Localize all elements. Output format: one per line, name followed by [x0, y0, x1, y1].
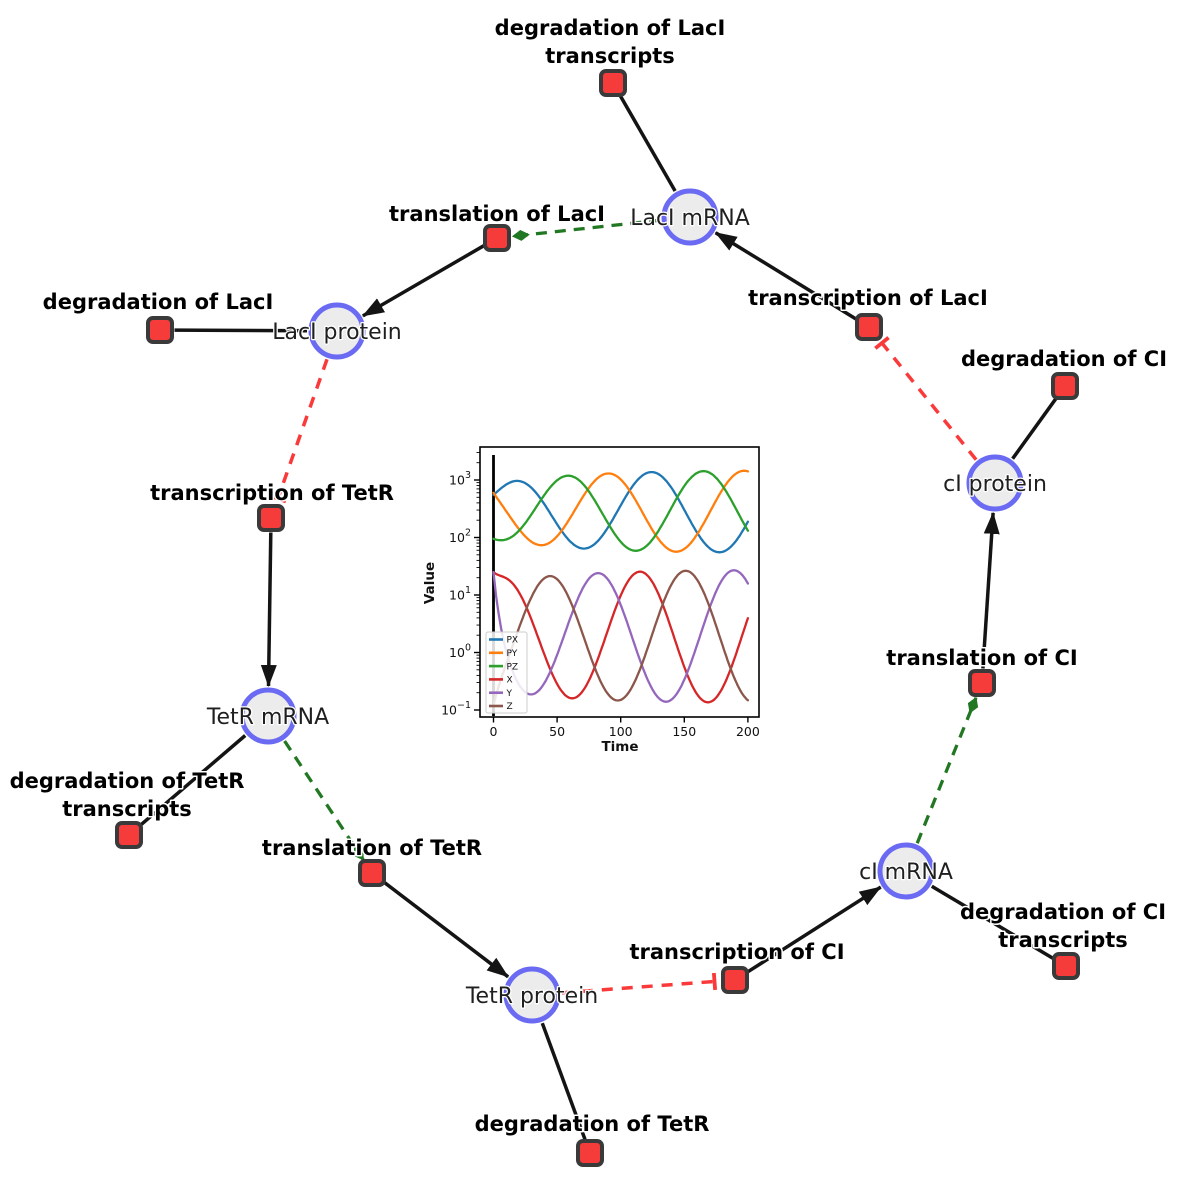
plot-curves-group: [492, 455, 750, 716]
reaction-label-deg-laci-tx-line2: transcripts: [545, 44, 675, 68]
reaction-label-deg-tetr-tx-line2: transcripts: [62, 797, 192, 821]
reaction-label-deg-ci-tx: degradation of CI: [960, 900, 1166, 924]
x-tick-label-200: 200: [736, 724, 760, 739]
legend-label-y: Y: [506, 689, 513, 699]
reaction-node-deg-laci-tx: [599, 69, 627, 97]
reaction-node-deg-laci: [146, 316, 174, 344]
species-node-tetr-mrna: [239, 687, 297, 745]
legend-label-x: X: [507, 676, 513, 686]
reaction-label-tx-laci: transcription of LacI: [748, 286, 988, 310]
nodes-layer: [115, 69, 1080, 1167]
x-tick-label-0: 0: [490, 724, 498, 739]
legend-label-px: PX: [507, 636, 519, 646]
species-node-tetr-protein: [503, 966, 561, 1024]
edge-production-transl-tetr-to-tetr-protein: [382, 880, 510, 979]
species-node-ci-protein: [966, 454, 1024, 512]
edge-modifier-laci-mrna-to-transl-laci: [511, 218, 661, 241]
reaction-label-tx-tetr: transcription of TetR: [150, 481, 394, 505]
species-label-tetr-protein: TetR protein: [465, 984, 598, 1009]
reaction-node-tx-tetr: [257, 504, 285, 532]
reaction-label-transl-laci: translation of LacI: [389, 202, 605, 226]
edge-modifier-ci-mrna-to-transl-ci: [915, 696, 979, 844]
edge-consumption-tetr-mrna-to-deg-tetr-tx: [138, 734, 247, 827]
reaction-node-deg-tetr-tx: [115, 821, 143, 849]
species-label-ci-protein: cI protein: [943, 472, 1047, 497]
reaction-node-deg-ci: [1051, 372, 1079, 400]
y-tick-label-1e1: 101: [449, 585, 471, 603]
edge-production-tx-laci-to-laci-mrna: [714, 231, 858, 321]
reaction-label-deg-ci: degradation of CI: [961, 347, 1167, 371]
edge-inhibition-laci-protein-to-tx-tetr: [269, 358, 329, 504]
reaction-label-tx-ci: transcription of CI: [629, 940, 844, 964]
edge-production-transl-ci-to-ci-protein: [981, 511, 1000, 669]
legend-label-z: Z: [507, 702, 513, 712]
species-label-ci-mrna: cI mRNA: [859, 860, 953, 885]
reaction-node-transl-tetr: [358, 859, 386, 887]
reaction-node-transl-ci: [968, 669, 996, 697]
edge-production-transl-laci-to-laci-protein: [362, 243, 486, 318]
y-tick-label-1e2: 102: [449, 528, 471, 546]
reaction-node-transl-laci: [483, 224, 511, 252]
series-line-pz: [492, 470, 750, 552]
y-tick-label-1e0: 100: [449, 643, 471, 661]
edge-modifier-tetr-mrna-to-transl-tetr: [283, 740, 365, 861]
edge-consumption-ci-protein-to-deg-ci: [1011, 396, 1058, 460]
series-line-px: [492, 470, 750, 554]
edge-consumption-ci-mrna-to-deg-ci-tx: [930, 884, 1055, 961]
y-axis-label: Value: [422, 562, 438, 604]
labels-layer: LacI mRNA LacI protein TetR mRNA TetR prote…: [8, 15, 1168, 1138]
reaction-label-deg-ci-tx-line2: transcripts: [998, 928, 1128, 952]
series-line-z: [492, 569, 750, 707]
reaction-label-deg-tetr: degradation of TetR: [475, 1112, 710, 1136]
inset-timecourse-plot: 0 50 100 150 200 103 102 101 100 10−1 PX PY PZ XYZ Ti…: [422, 446, 760, 755]
reaction-node-tx-ci: [721, 966, 749, 994]
y-tick-label-1e-1: 10−1: [441, 700, 471, 718]
reaction-node-deg-ci-tx: [1052, 952, 1080, 980]
legend-label-pz: PZ: [507, 662, 519, 672]
x-tick-label-150: 150: [672, 724, 696, 739]
edge-inhibition-tetr-protein-to-tx-ci: [561, 972, 718, 995]
reaction-label-deg-tetr-tx: degradation of TetR: [10, 769, 245, 793]
y-tick-label-1e3: 103: [449, 470, 471, 488]
reaction-label-transl-tetr: translation of TetR: [262, 836, 482, 860]
x-axis-label: Time: [601, 739, 638, 755]
reaction-label-transl-ci: translation of CI: [886, 646, 1077, 670]
x-tick-label-50: 50: [549, 724, 565, 739]
species-label-tetr-mrna: TetR mRNA: [206, 705, 329, 730]
edge-consumption-tetr-protein-to-deg-tetr: [540, 1022, 587, 1141]
x-tick-label-100: 100: [609, 724, 633, 739]
species-label-laci-mrna: LacI mRNA: [630, 206, 750, 231]
edge-consumption-laci-protein-to-deg-laci: [174, 328, 308, 333]
legend-label-py: PY: [507, 649, 518, 659]
series-line-py: [492, 469, 750, 553]
edge-consumption-laci-mrna-to-deg-laci-tx: [618, 94, 677, 192]
edges-layer: [138, 94, 1058, 1141]
species-node-laci-protein: [308, 302, 366, 360]
reaction-label-deg-laci: degradation of LacI: [43, 290, 274, 314]
series-line-y: [492, 569, 750, 703]
reaction-node-deg-tetr: [576, 1139, 604, 1167]
species-label-laci-protein: LacI protein: [272, 320, 402, 345]
edge-inhibition-ci-protein-to-tx-laci: [874, 336, 978, 461]
reaction-label-deg-laci-tx: degradation of LacI: [495, 16, 726, 40]
edge-production-tx-ci-to-ci-mrna: [746, 885, 882, 974]
species-node-ci-mrna: [877, 842, 935, 900]
edge-production-tx-tetr-to-tetr-mrna: [260, 532, 277, 687]
series-line-x: [492, 570, 750, 704]
reaction-node-tx-laci: [855, 313, 883, 341]
species-node-laci-mrna: [661, 188, 719, 246]
